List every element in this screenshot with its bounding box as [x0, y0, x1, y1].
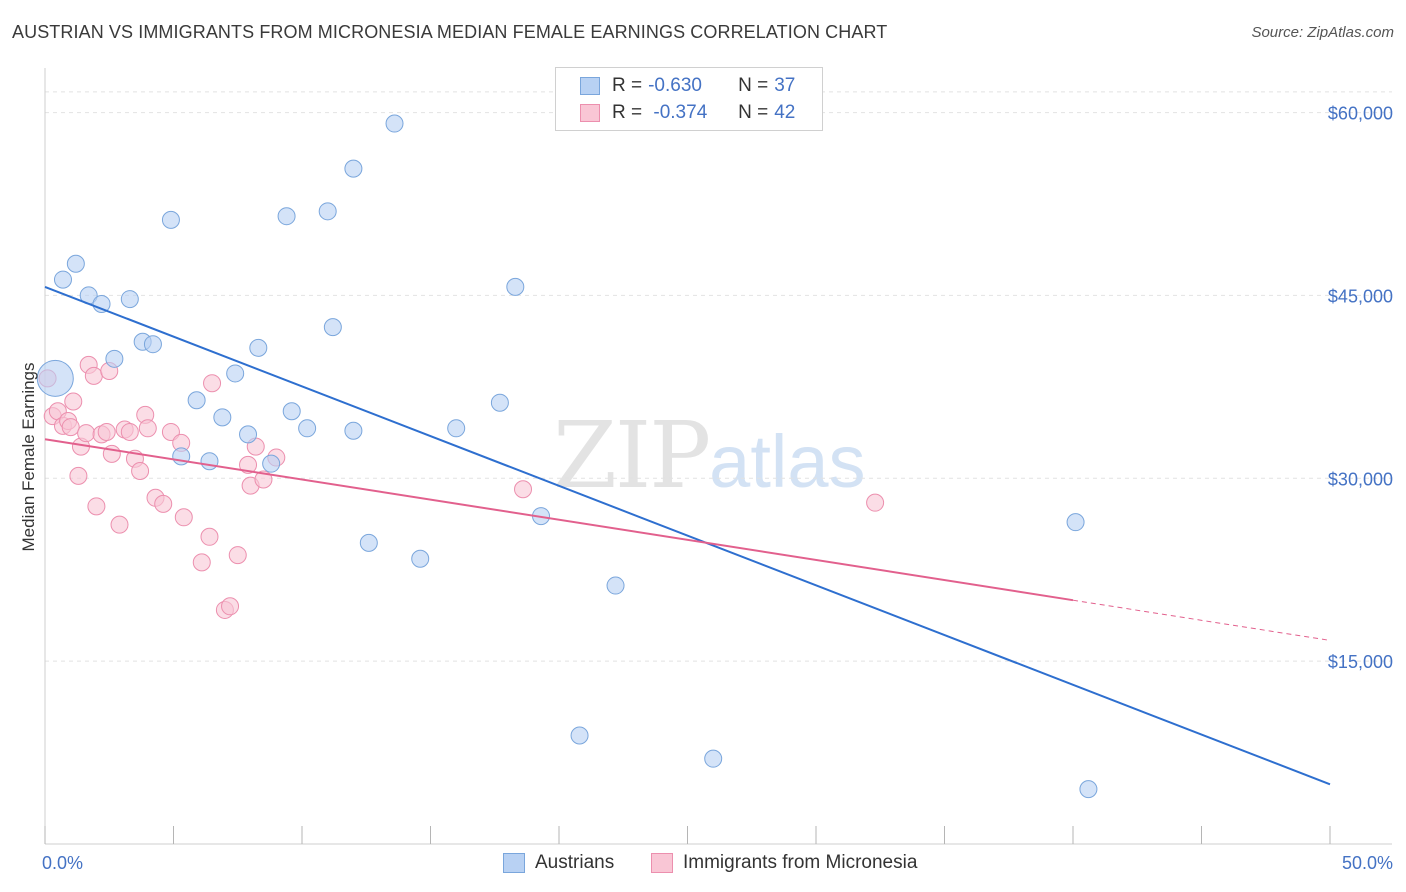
austrians-point	[606, 576, 625, 595]
micronesia-trend-line	[44, 438, 1074, 602]
austrians-point	[411, 549, 430, 568]
micronesia-point	[228, 546, 247, 565]
bottom-legend-micronesia: Immigrants from Micronesia	[651, 852, 917, 874]
axis-labels: $15,000 $30,000 $45,000 $60,000 0.0% 50.0% Med…	[19, 104, 1393, 873]
micronesia-point	[192, 553, 211, 572]
austrians-point	[298, 419, 317, 438]
y-tick-label: $15,000	[1328, 652, 1393, 672]
austrians-point	[92, 294, 111, 313]
micronesia-point	[87, 497, 106, 516]
micronesia-point	[138, 419, 157, 438]
legend-r-value: -0.374	[648, 102, 708, 123]
austrians-point	[120, 290, 139, 309]
legend-n-label: N =	[738, 75, 769, 96]
austrians-point	[200, 452, 219, 471]
watermark-atlas: atlas	[709, 420, 866, 503]
micronesia-point	[161, 422, 180, 441]
bottom-legend-swatch-pink	[651, 853, 673, 873]
legend-row-austrians: R = -0.630 N = 37	[580, 73, 795, 99]
bottom-legend-austrians: Austrians	[503, 852, 614, 874]
austrians-point	[570, 726, 589, 745]
source-label: Source: ZipAtlas.com	[1251, 24, 1394, 41]
austrians-point	[344, 159, 363, 178]
micronesia-point	[254, 470, 273, 489]
micronesia-point	[120, 422, 139, 441]
austrians-point	[323, 318, 342, 337]
y-tick-label: $30,000	[1328, 469, 1393, 489]
austrians-point	[249, 338, 268, 357]
bottom-legend-swatch-blue	[503, 853, 525, 873]
legend-r-label: R =	[612, 75, 643, 96]
micronesia-point	[200, 527, 219, 546]
series-micronesia-points	[38, 355, 885, 619]
legend-swatch-blue	[580, 77, 600, 95]
series-austrians-points	[36, 114, 1098, 799]
micronesia-point	[110, 515, 129, 534]
austrians-point	[282, 402, 301, 421]
austrians-point	[506, 277, 525, 296]
micronesia-point	[203, 374, 222, 393]
austrians-point	[344, 421, 363, 440]
micronesia-point	[154, 494, 173, 513]
austrians-point	[36, 359, 74, 397]
legend: R = -0.630 N = 37 R = -0.374 N = 42	[555, 67, 823, 131]
austrians-point	[143, 335, 162, 354]
austrians-point	[213, 408, 232, 427]
legend-r-value: -0.630	[648, 75, 702, 96]
micronesia-point	[69, 466, 88, 485]
austrians-point	[226, 364, 245, 383]
legend-r-label: R =	[612, 102, 643, 123]
bottom-legend-label: Immigrants from Micronesia	[683, 852, 918, 873]
legend-swatch-pink	[580, 104, 600, 122]
austrians-trend-line	[44, 285, 1331, 786]
micronesia-point	[514, 480, 533, 499]
austrians-point	[1066, 513, 1085, 532]
legend-n-value: 37	[774, 75, 796, 96]
y-tick-label: $45,000	[1328, 286, 1393, 306]
y-axis-label: Median Female Earnings	[19, 363, 38, 552]
watermark-zip: ZIP	[553, 402, 711, 509]
micronesia-point	[97, 422, 116, 441]
austrians-point	[704, 749, 723, 768]
grid-lines	[45, 91, 1392, 662]
austrians-point	[359, 533, 378, 552]
legend-row-micronesia: R = -0.374 N = 42	[580, 100, 795, 126]
austrians-point	[318, 202, 337, 221]
austrians-point	[385, 114, 404, 133]
austrians-point	[277, 207, 296, 226]
austrians-point	[490, 393, 509, 412]
austrians-point	[66, 254, 85, 273]
watermark: ZIPatlas	[553, 402, 865, 509]
bottom-legend-label: Austrians	[535, 852, 615, 873]
austrians-point	[161, 210, 180, 229]
micronesia-point	[239, 455, 258, 474]
micronesia-point	[77, 424, 96, 443]
micronesia-point	[221, 597, 240, 616]
y-tick-label: $60,000	[1328, 104, 1393, 124]
legend-n-label: N =	[738, 102, 769, 123]
micronesia-point	[174, 508, 193, 527]
austrians-point	[187, 391, 206, 410]
x-tick-label: 50.0%	[1342, 853, 1393, 873]
micronesia-point	[84, 366, 103, 385]
austrians-point	[105, 349, 124, 368]
trend-lines	[44, 285, 1331, 786]
austrians-point	[239, 425, 258, 444]
micronesia-point	[131, 461, 150, 480]
micronesia-trend-extension	[1072, 599, 1331, 641]
austrians-point	[1079, 780, 1098, 799]
austrians-point	[53, 270, 72, 289]
chart-title: AUSTRIAN VS IMMIGRANTS FROM MICRONESIA M…	[12, 22, 888, 42]
legend-n-value: 42	[774, 102, 796, 123]
axes	[44, 68, 1392, 845]
bottom-legend: Austrians Immigrants from Micronesia	[0, 852, 1406, 878]
austrians-point	[262, 454, 281, 473]
micronesia-point	[866, 493, 885, 512]
micronesia-point	[61, 418, 80, 437]
micronesia-point	[64, 392, 83, 411]
x-tick-label: 0.0%	[42, 853, 83, 873]
austrians-point	[447, 419, 466, 438]
